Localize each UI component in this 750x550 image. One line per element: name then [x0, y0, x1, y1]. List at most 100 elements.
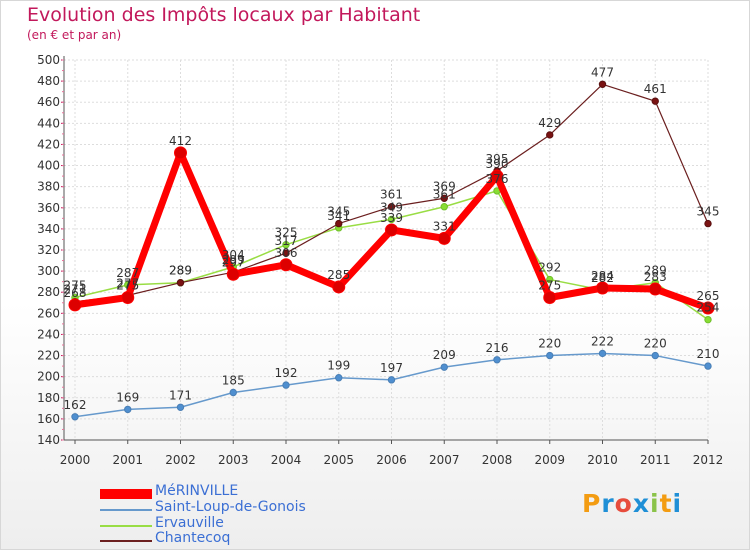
data-point-saint-loup: [335, 374, 343, 382]
data-label-saint-loup: 162: [64, 398, 87, 412]
data-point-ervauville: [704, 315, 712, 324]
data-label-merinville: 331: [433, 219, 456, 233]
data-label-ervauville: 289: [169, 264, 192, 278]
data-label-chantecoq: 271: [64, 283, 87, 297]
data-label-merinville: 306: [275, 246, 298, 260]
y-tick-label: 180: [37, 391, 60, 405]
x-tick-label: 2011: [640, 453, 671, 467]
data-point-merinville: [437, 231, 451, 245]
data-label-ervauville: 292: [538, 261, 561, 275]
y-tick-label: 360: [37, 201, 60, 215]
data-label-chantecoq: 429: [538, 116, 561, 130]
proxiti-logo: Proxiti: [582, 489, 682, 518]
data-label-saint-loup: 220: [644, 337, 667, 351]
y-tick-label: 300: [37, 264, 60, 278]
data-label-chantecoq: 317: [275, 234, 298, 248]
y-tick-label: 420: [37, 137, 60, 151]
data-point-merinville: [543, 291, 557, 304]
data-point-saint-loup: [282, 381, 290, 389]
y-tick-label: 380: [37, 180, 60, 194]
x-tick-label: 2004: [271, 453, 302, 467]
x-tick-label: 2008: [482, 453, 513, 467]
logo-letter: t: [659, 489, 673, 518]
data-point-chantecoq: [387, 203, 396, 211]
data-label-merinville: 268: [64, 286, 87, 300]
data-label-ervauville: 349: [380, 200, 403, 214]
series-lines: [68, 80, 715, 421]
data-point-merinville: [68, 298, 82, 312]
y-tick-label: 460: [37, 95, 60, 109]
y-tick-label: 320: [37, 243, 60, 257]
data-point-chantecoq: [282, 249, 290, 257]
data-label-ervauville: 289: [644, 264, 667, 278]
data-label-saint-loup: 210: [697, 347, 720, 361]
data-point-saint-loup: [651, 351, 659, 360]
data-point-ervauville: [440, 203, 448, 211]
data-point-saint-loup: [493, 356, 501, 364]
data-label-saint-loup: 220: [538, 337, 561, 351]
data-point-merinville: [174, 146, 187, 160]
x-tick-label: 2002: [165, 453, 196, 467]
y-tick-label: 440: [37, 116, 60, 130]
data-point-chantecoq: [546, 131, 554, 139]
data-label-chantecoq: 461: [644, 82, 667, 96]
data-label-saint-loup: 209: [433, 348, 456, 362]
data-label-chantecoq: 345: [327, 205, 350, 219]
data-label-merinville: 284: [591, 269, 614, 283]
y-tick-label: 260: [37, 306, 60, 320]
data-label-merinville: 283: [644, 270, 667, 284]
data-point-chantecoq: [651, 97, 659, 105]
logo-letter: i: [650, 489, 660, 518]
data-point-chantecoq: [598, 80, 607, 88]
y-tick-label: 280: [37, 285, 60, 299]
y-tick-label: 240: [37, 327, 60, 341]
logo-letter: P: [582, 489, 602, 518]
x-tick-label: 2000: [60, 453, 91, 467]
x-tick-label: 2003: [218, 453, 249, 467]
data-label-ervauville: 287: [116, 266, 139, 280]
chart-subtitle: (en € et par an): [27, 28, 122, 42]
data-label-saint-loup: 222: [591, 334, 614, 348]
legend-label-merinville: MéRINVILLE: [155, 483, 239, 499]
data-point-saint-loup: [546, 351, 554, 360]
y-tick-label: 500: [37, 53, 60, 67]
data-point-chantecoq: [335, 219, 343, 228]
data-label-ervauville: 254: [697, 301, 720, 315]
data-label-ervauville: 325: [275, 226, 298, 240]
data-label-ervauville: 282: [591, 271, 614, 285]
x-tick-label: 2012: [693, 453, 724, 467]
data-label-merinville: 275: [116, 279, 139, 293]
x-tick-label: 2010: [587, 453, 618, 467]
data-point-chantecoq: [704, 219, 712, 228]
data-point-saint-loup: [440, 363, 448, 371]
data-label-ervauville: 341: [327, 209, 350, 223]
data-point-saint-loup: [71, 413, 79, 421]
data-label-chantecoq: 299: [222, 253, 245, 267]
legend-swatch-ervauville: [100, 525, 152, 527]
logo-letter: i: [672, 489, 683, 518]
data-point-merinville: [701, 301, 715, 315]
data-label-saint-loup: 216: [486, 341, 509, 355]
data-label-merinville: 339: [380, 211, 403, 225]
data-point-saint-loup: [598, 349, 607, 358]
legend-label-ervauville: Ervauville: [155, 515, 224, 531]
y-tick-label: 480: [37, 74, 60, 88]
data-point-merinville: [596, 281, 609, 295]
x-tick-label: 2001: [112, 453, 143, 467]
data-label-chantecoq: 395: [486, 152, 509, 166]
data-point-merinville: [121, 291, 135, 304]
data-label-ervauville: 376: [486, 172, 509, 186]
data-point-merinville: [490, 169, 504, 183]
logo-letter: r: [601, 489, 615, 518]
data-point-chantecoq: [176, 279, 185, 287]
data-label-chantecoq: 477: [591, 65, 614, 79]
data-label-saint-loup: 199: [327, 359, 350, 373]
data-label-merinville: 412: [169, 134, 192, 148]
data-label-saint-loup: 169: [116, 390, 139, 404]
y-tick-label: 160: [37, 412, 60, 426]
data-point-chantecoq: [440, 194, 448, 202]
data-label-merinville: 275: [538, 279, 561, 293]
data-label-merinville: 265: [697, 289, 720, 303]
data-point-ervauville: [282, 241, 290, 249]
chart-title: Evolution des Impôts locaux par Habitant: [27, 4, 421, 26]
